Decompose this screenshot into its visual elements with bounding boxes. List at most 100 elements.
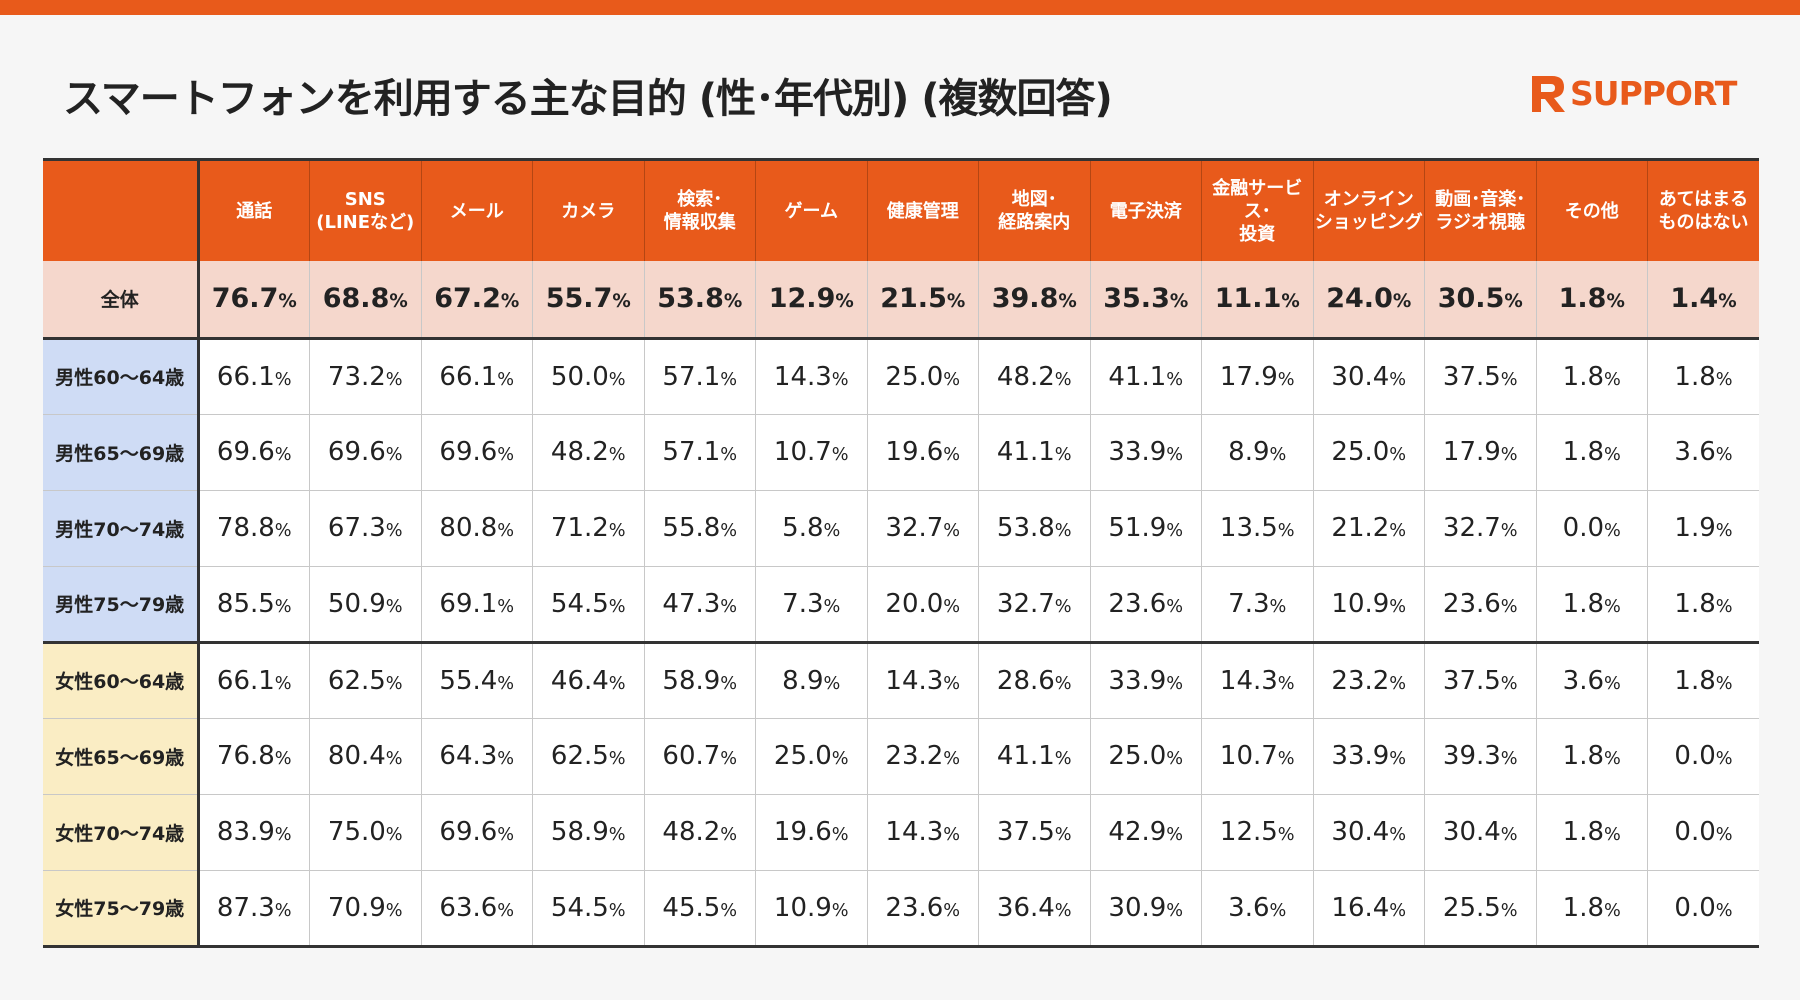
data-cell: 35.3% (1090, 261, 1202, 340)
cell-value: 50.0 (550, 361, 609, 392)
percent-unit: % (1718, 291, 1737, 313)
cell-value: 1.9 (1674, 513, 1716, 543)
percent-unit: % (497, 673, 515, 694)
cell-value: 28.6 (996, 665, 1055, 696)
cell-value: 1.4 (1670, 283, 1719, 315)
cell-value: 23.2 (885, 741, 944, 771)
cell-value: 57.1 (662, 361, 721, 392)
column-header-label: 検索･ (677, 189, 723, 210)
percent-unit: % (1500, 900, 1518, 921)
percent-unit: % (1054, 445, 1072, 465)
data-cell: 12.9% (755, 261, 868, 340)
cell-value: 41.1 (996, 437, 1055, 467)
percent-unit: % (1166, 825, 1184, 845)
data-cell: 1.8% (1647, 642, 1759, 719)
data-cell: 30.4% (1313, 794, 1425, 871)
percent-unit: % (835, 291, 854, 313)
brand-logo: SUPPORT (1528, 70, 1740, 116)
percent-unit: % (385, 445, 403, 465)
percent-unit: % (274, 825, 292, 845)
data-cell: 23.6% (867, 870, 979, 948)
percent-unit: % (608, 369, 626, 390)
column-header-label: 動画･音楽･ (1435, 189, 1526, 210)
cell-value: 32.7 (1442, 513, 1501, 543)
data-cell: 21.5% (867, 261, 979, 340)
column-header: カメラ (532, 158, 645, 261)
percent-unit: % (720, 825, 738, 845)
percent-unit: % (274, 445, 292, 465)
data-cell: 48.2% (644, 794, 756, 871)
data-cell: 17.9% (1424, 414, 1537, 491)
cell-value: 10.9 (773, 892, 832, 923)
table-corner-cell (43, 158, 200, 261)
column-header-label: SNS (344, 189, 386, 210)
percent-unit: % (385, 596, 403, 617)
column-header: 地図･ 経路案内 (978, 158, 1091, 261)
percent-unit: % (1604, 369, 1621, 390)
percent-unit: % (943, 673, 961, 694)
data-cell: 7.3% (1201, 566, 1314, 644)
percent-unit: % (1277, 673, 1295, 694)
column-header-label: ゲーム (784, 200, 838, 222)
percent-unit: % (1054, 749, 1072, 769)
data-cell: 25.0% (1313, 414, 1425, 491)
data-cell: 37.5% (1424, 338, 1537, 415)
cell-value: 55.7 (545, 283, 613, 315)
data-cell: 14.3% (1201, 642, 1314, 719)
cell-value: 62.5 (327, 665, 386, 696)
data-cell: 1.4% (1647, 261, 1759, 340)
percent-unit: % (385, 369, 403, 390)
percent-unit: % (1604, 900, 1621, 921)
column-header: メール (421, 158, 533, 261)
data-cell: 78.8% (198, 490, 310, 567)
column-header-label: カメラ (561, 200, 616, 222)
percent-unit: % (274, 369, 292, 390)
cell-value: 69.6 (327, 437, 386, 467)
column-header-label: 通話 (236, 200, 273, 222)
percent-unit: % (274, 673, 292, 694)
cell-value: 37.5 (1442, 361, 1501, 392)
data-cell: 32.7% (978, 566, 1091, 644)
percent-unit: % (1269, 900, 1287, 921)
data-cell: 12.5% (1201, 794, 1314, 871)
percent-unit: % (723, 291, 743, 313)
data-cell: 66.1% (421, 338, 533, 415)
percent-unit: % (608, 673, 626, 694)
data-cell: 14.3% (867, 642, 979, 719)
percent-unit: % (1166, 596, 1184, 617)
data-cell: 36.4% (978, 870, 1091, 948)
data-cell: 75.0% (309, 794, 422, 871)
column-header-label: (LINEなど) (316, 212, 415, 233)
logo-text: SUPPORT (1570, 73, 1737, 113)
data-cell: 3.6% (1536, 642, 1648, 719)
cell-value: 23.6 (1108, 588, 1167, 619)
percent-unit: % (1715, 825, 1733, 845)
percent-unit: % (1277, 749, 1295, 769)
table-row: 男性75～79歳 85.5% 50.9% 69.1% 54.5% 47.3% 7.3% 20.… (43, 566, 1759, 644)
percent-unit: % (389, 291, 408, 313)
data-cell: 37.5% (978, 794, 1091, 871)
data-cell: 0.0% (1647, 794, 1759, 871)
column-header: あてはまる ものはない (1647, 158, 1759, 261)
table-row: 男性60～64歳 66.1% 73.2% 66.1% 50.0% 57.1% 14.3% 25… (43, 338, 1759, 415)
data-cell: 57.1% (644, 338, 756, 415)
row-label: 女性70～74歳 (43, 794, 200, 871)
data-cell: 1.8% (1536, 261, 1648, 340)
cell-value: 14.3 (773, 361, 832, 392)
percent-unit: % (385, 825, 403, 845)
table-row: 男性65～69歳 69.6% 69.6% 69.6% 48.2% 57.1% 10.7% 19… (43, 414, 1759, 491)
cell-value: 25.0 (1108, 741, 1167, 771)
column-header-label: その他 (1564, 200, 1619, 222)
percent-unit: % (274, 900, 292, 921)
data-cell: 8.9% (1201, 414, 1314, 491)
percent-unit: % (1389, 900, 1407, 921)
data-cell: 25.0% (1090, 718, 1202, 795)
cell-value: 1.8 (1562, 437, 1605, 467)
percent-unit: % (1715, 521, 1733, 541)
percent-unit: % (1389, 521, 1407, 541)
cell-value: 1.8 (1562, 361, 1605, 392)
cell-value: 1.8 (1562, 817, 1605, 847)
percent-unit: % (1166, 445, 1184, 465)
percent-unit: % (1715, 673, 1733, 694)
cell-value: 10.7 (773, 437, 832, 467)
